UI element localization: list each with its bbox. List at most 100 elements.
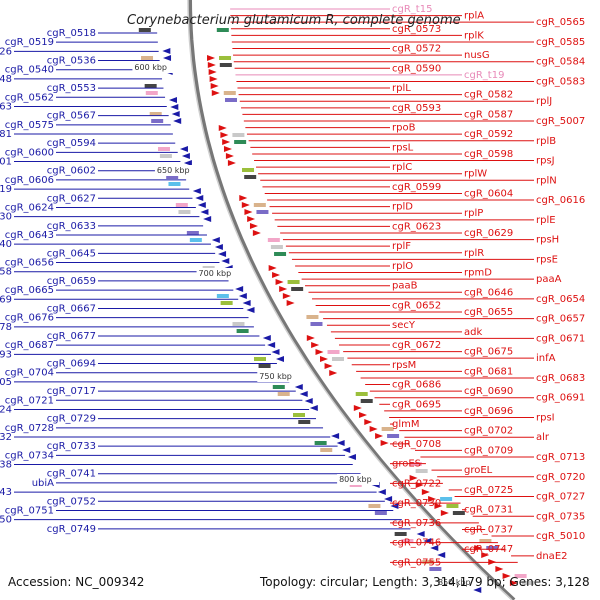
reverse-gene-arrow: [315, 349, 324, 355]
left-gene-label: cgR_0643: [5, 230, 54, 241]
left-gene-label: cgR_0540: [5, 65, 54, 76]
function-block: [270, 245, 283, 249]
reverse-gene-arrow: [428, 496, 437, 502]
reverse-gene-arrow: [421, 489, 430, 495]
left-gene-label: cgR_0627: [47, 193, 96, 204]
function-block: [157, 147, 170, 151]
forward-gene-arrow: [271, 349, 280, 355]
right-gene-label: paaA: [536, 274, 562, 285]
right-gene-label: rplK: [464, 30, 484, 41]
map-title: Corynebacterium glutamicum R, complete g…: [127, 13, 461, 28]
forward-gene-arrow: [262, 335, 271, 341]
left-gene-label: cgR_0750: [0, 515, 12, 526]
reverse-gene-arrow: [369, 426, 378, 432]
right-gene-label: cgR_0737: [464, 524, 513, 535]
reverse-gene-arrow: [434, 503, 443, 509]
forward-gene-arrow: [331, 433, 340, 439]
forward-gene-arrow: [473, 587, 482, 593]
forward-gene-arrow: [221, 258, 230, 264]
function-block: [175, 203, 188, 207]
kbp-tick-label: 800 kbp: [339, 475, 372, 484]
left-gene-label: cgR_0645: [47, 248, 96, 259]
right-gene-label: groEL: [464, 465, 493, 476]
forward-gene-arrow: [214, 244, 223, 250]
function-block: [145, 91, 158, 95]
function-block: [258, 364, 271, 368]
reverse-gene-arrow: [380, 440, 389, 446]
left-gene-label: cgR_0575: [5, 120, 54, 131]
left-gene-label: cgR_0659: [47, 276, 96, 287]
reverse-gene-arrow: [364, 419, 373, 425]
forward-gene-arrow: [299, 391, 308, 397]
function-block: [486, 546, 499, 550]
function-block: [440, 497, 453, 501]
function-block: [141, 56, 154, 60]
left-gene-label: cgR_0728: [5, 423, 54, 434]
forward-gene-arrow: [304, 398, 313, 404]
right-gene-label: cgR_0654: [536, 294, 585, 305]
function-block: [381, 427, 394, 431]
forward-gene-arrow: [162, 48, 171, 54]
label-leader-lines: [14, 8, 534, 563]
forward-gene-arrow: [181, 153, 190, 159]
right-gene-label: cgR_0593: [392, 103, 441, 114]
function-block: [253, 357, 266, 361]
kbp-tick-label: 600 kbp: [134, 63, 167, 72]
function-block: [479, 539, 492, 543]
backbone-arc: [188, 0, 516, 600]
forward-gene-arrow: [267, 342, 276, 348]
right-gene-label: cgR_0592: [464, 129, 513, 140]
right-gene-label: rpsH: [536, 235, 559, 246]
right-gene-label: rpmD: [464, 268, 492, 279]
forward-gene-arrow: [170, 104, 179, 110]
right-gene-label: rplP: [464, 208, 483, 219]
right-gene-label: cgR_0584: [536, 57, 585, 68]
function-block: [186, 231, 199, 235]
left-gene-label: cgR_0732: [0, 432, 12, 443]
forward-gene-arrow: [195, 195, 204, 201]
reverse-gene-arrow: [210, 83, 219, 89]
forward-gene-arrow: [169, 97, 177, 103]
kbp-tick-label: 700 kbp: [199, 269, 232, 278]
function-block: [234, 140, 247, 144]
right-gene-label: cgR_0686: [392, 380, 441, 391]
forward-gene-arrow: [218, 251, 227, 257]
right-gene-label: cgR_0690: [464, 386, 513, 397]
function-block: [298, 420, 311, 424]
reverse-gene-arrow: [225, 153, 234, 159]
right-gene-label: cgR_0683: [536, 373, 585, 384]
kbp-tick-bg: [257, 371, 300, 382]
right-gene-label: cgR_0713: [536, 452, 585, 463]
reverse-gene-arrow: [211, 90, 220, 96]
forward-gene-arrow: [430, 545, 439, 551]
reverse-gene-arrow: [311, 342, 320, 348]
left-gene-label: cgR_0581: [0, 129, 12, 140]
left-gene-label: cgR_0553: [47, 83, 96, 94]
right-gene-label: cgR_0657: [536, 314, 585, 325]
left-gene-label: cgR_0656: [5, 258, 54, 269]
left-gene-label: cgR_0704: [5, 368, 54, 379]
right-gene-label: cgR_0702: [464, 426, 513, 437]
reverse-gene-arrow: [282, 293, 291, 299]
right-gene-label: rplE: [536, 215, 556, 226]
left-gene-label: cgR_0705: [0, 377, 12, 388]
genome-summary-text: Topology: circular; Length: 3,314,179 bp…: [259, 575, 590, 589]
left-gene-label: cgR_0602: [47, 166, 96, 177]
right-gene-label: cgR_0598: [464, 149, 513, 160]
right-gene-label: cgR_0582: [464, 90, 513, 101]
left-gene-label: cgR_0633: [47, 221, 96, 232]
right-gene-label: cgR_0629: [464, 228, 513, 239]
function-block: [242, 168, 255, 172]
function-block: [272, 385, 285, 389]
left-gene-label: cgR_0548: [0, 74, 12, 85]
function-block: [216, 294, 229, 298]
kbp-tick-bg: [196, 268, 239, 279]
left-gene-label: cgR_0601: [0, 157, 12, 168]
left-gene-label: cgR_0519: [5, 37, 54, 48]
left-gene-label: cgR_0752: [47, 496, 96, 507]
right-gene-label: cgR_0573: [392, 24, 441, 35]
reverse-gene-arrow: [359, 412, 368, 418]
reverse-gene-arrow: [481, 552, 490, 558]
kbp-tick-bg: [132, 62, 175, 73]
reverse-gene-arrow: [239, 195, 248, 201]
